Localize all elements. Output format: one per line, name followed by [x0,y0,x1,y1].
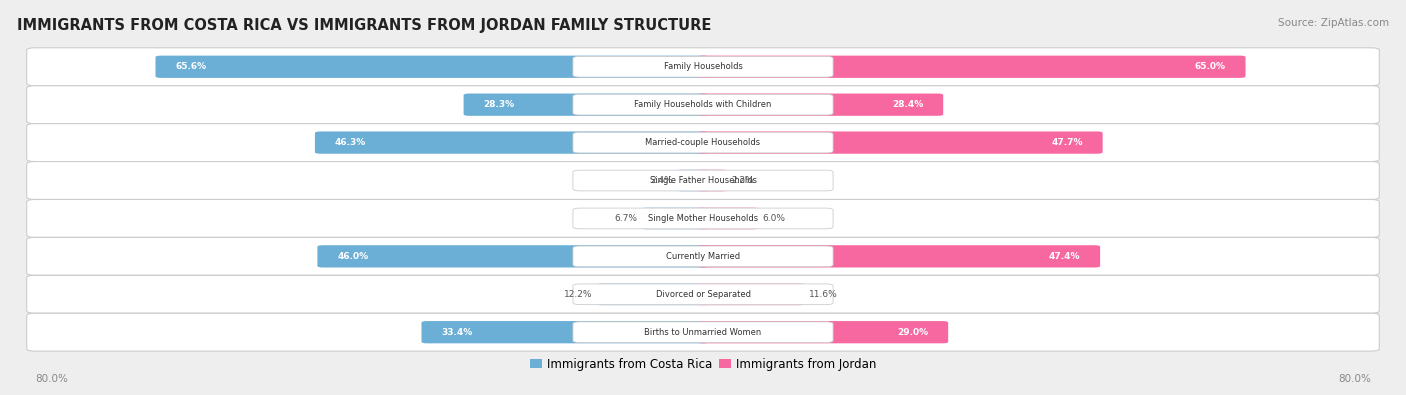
FancyBboxPatch shape [574,56,832,77]
Text: 2.4%: 2.4% [651,176,673,185]
FancyBboxPatch shape [574,284,832,305]
Text: 47.4%: 47.4% [1049,252,1080,261]
Text: 65.0%: 65.0% [1195,62,1226,71]
FancyBboxPatch shape [697,321,948,343]
FancyBboxPatch shape [27,124,1379,162]
Text: Family Households: Family Households [664,62,742,71]
FancyBboxPatch shape [697,169,727,192]
Text: 80.0%: 80.0% [35,374,67,384]
FancyBboxPatch shape [27,86,1379,124]
Text: 29.0%: 29.0% [897,328,928,337]
Text: 46.0%: 46.0% [337,252,368,261]
Text: 6.0%: 6.0% [762,214,786,223]
FancyBboxPatch shape [643,207,709,229]
Legend: Immigrants from Costa Rica, Immigrants from Jordan: Immigrants from Costa Rica, Immigrants f… [526,353,880,375]
FancyBboxPatch shape [574,246,832,267]
Text: 47.7%: 47.7% [1052,138,1083,147]
FancyBboxPatch shape [27,48,1379,86]
Text: Divorced or Separated: Divorced or Separated [655,290,751,299]
Text: Currently Married: Currently Married [666,252,740,261]
FancyBboxPatch shape [27,162,1379,199]
Text: Family Households with Children: Family Households with Children [634,100,772,109]
Text: 33.4%: 33.4% [441,328,472,337]
FancyBboxPatch shape [697,245,1099,267]
Text: IMMIGRANTS FROM COSTA RICA VS IMMIGRANTS FROM JORDAN FAMILY STRUCTURE: IMMIGRANTS FROM COSTA RICA VS IMMIGRANTS… [17,18,711,33]
FancyBboxPatch shape [574,208,832,229]
Text: 12.2%: 12.2% [564,290,592,299]
FancyBboxPatch shape [27,237,1379,275]
Text: Single Father Households: Single Father Households [650,176,756,185]
FancyBboxPatch shape [27,199,1379,237]
FancyBboxPatch shape [574,94,832,115]
FancyBboxPatch shape [27,313,1379,351]
FancyBboxPatch shape [318,245,709,267]
FancyBboxPatch shape [574,132,832,153]
Text: Single Mother Households: Single Mother Households [648,214,758,223]
FancyBboxPatch shape [156,56,709,78]
Text: Source: ZipAtlas.com: Source: ZipAtlas.com [1278,18,1389,28]
Text: 2.2%: 2.2% [731,176,754,185]
Text: 65.6%: 65.6% [176,62,207,71]
FancyBboxPatch shape [596,283,709,305]
Text: 28.4%: 28.4% [893,100,924,109]
FancyBboxPatch shape [678,169,709,192]
FancyBboxPatch shape [697,94,943,116]
FancyBboxPatch shape [315,132,709,154]
FancyBboxPatch shape [574,322,832,342]
FancyBboxPatch shape [697,132,1102,154]
FancyBboxPatch shape [697,283,804,305]
FancyBboxPatch shape [574,170,832,191]
Text: Married-couple Households: Married-couple Households [645,138,761,147]
FancyBboxPatch shape [422,321,709,343]
Text: 28.3%: 28.3% [484,100,515,109]
Text: Births to Unmarried Women: Births to Unmarried Women [644,328,762,337]
Text: 11.6%: 11.6% [808,290,838,299]
FancyBboxPatch shape [464,94,709,116]
Text: 46.3%: 46.3% [335,138,366,147]
Text: 6.7%: 6.7% [614,214,638,223]
Text: 80.0%: 80.0% [1339,374,1371,384]
FancyBboxPatch shape [27,275,1379,313]
FancyBboxPatch shape [697,207,758,229]
FancyBboxPatch shape [697,56,1246,78]
